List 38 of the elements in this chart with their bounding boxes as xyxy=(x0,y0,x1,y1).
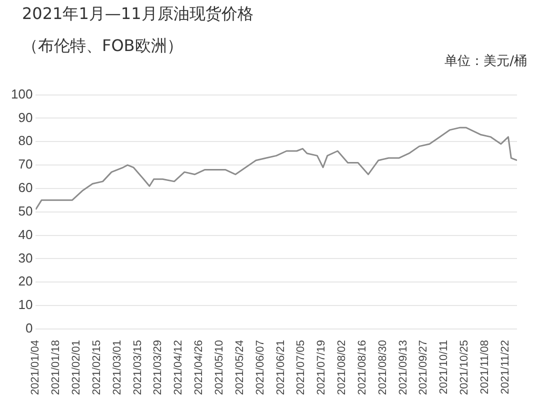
x-tick-label: 2021/01/18 xyxy=(50,340,62,396)
x-tick-label: 2021/11/22 xyxy=(499,340,512,394)
y-tick-label: 80 xyxy=(18,133,33,148)
x-tick-label: 2021/09/27 xyxy=(418,340,430,396)
x-tick-label: 2021/07/19 xyxy=(316,340,328,396)
x-tick-label: 2021/04/12 xyxy=(172,340,185,396)
x-tick-label: 2021/01/04 xyxy=(30,340,42,396)
x-tick-label: 2021/02/15 xyxy=(90,340,103,396)
x-tick-label: 2021/04/26 xyxy=(193,340,206,396)
y-tick-label: 50 xyxy=(18,203,33,218)
y-tick-label: 60 xyxy=(18,180,33,196)
x-tick-label: 2021/03/15 xyxy=(132,340,144,396)
y-tick-label: 40 xyxy=(18,226,33,242)
x-tick-label: 2021/03/01 xyxy=(111,340,124,396)
x-tick-label: 2021/05/10 xyxy=(213,340,226,396)
y-tick-label: 70 xyxy=(18,156,33,172)
x-tick-label: 2021/10/25 xyxy=(458,340,471,396)
y-axis-title: 单位：美元/桶 xyxy=(444,53,527,70)
x-tick-label: 2021/02/01 xyxy=(70,340,83,396)
x-tick-label: 2021/11/08 xyxy=(478,340,491,394)
x-tick-label: 2021/09/13 xyxy=(397,340,410,396)
x-tick-label: 2021/03/29 xyxy=(152,340,164,396)
y-tick-label: 90 xyxy=(18,110,33,125)
x-tick-label: 2021/10/11 xyxy=(438,340,450,394)
y-tick-label: 100 xyxy=(10,86,33,102)
chart-subtitle: （布伦特、FOB欧洲） xyxy=(22,36,183,57)
x-tick-label: 2021/08/02 xyxy=(336,340,348,396)
x-tick-label: 2021/08/16 xyxy=(356,340,368,396)
x-tick-label: 2021/07/05 xyxy=(295,340,308,396)
y-tick-label: 20 xyxy=(18,274,33,289)
x-tick-label: 2021/06/21 xyxy=(274,340,287,396)
y-tick-label: 30 xyxy=(18,250,33,266)
x-tick-label: 2021/08/30 xyxy=(376,340,389,396)
x-tick-label: 2021/06/07 xyxy=(254,340,266,396)
chart-title: 2021年1月—11月原油现货价格 xyxy=(22,4,254,25)
x-tick-label: 2021/05/24 xyxy=(234,340,246,396)
y-tick-label: 0 xyxy=(25,320,33,336)
y-tick-label: 10 xyxy=(18,297,33,312)
